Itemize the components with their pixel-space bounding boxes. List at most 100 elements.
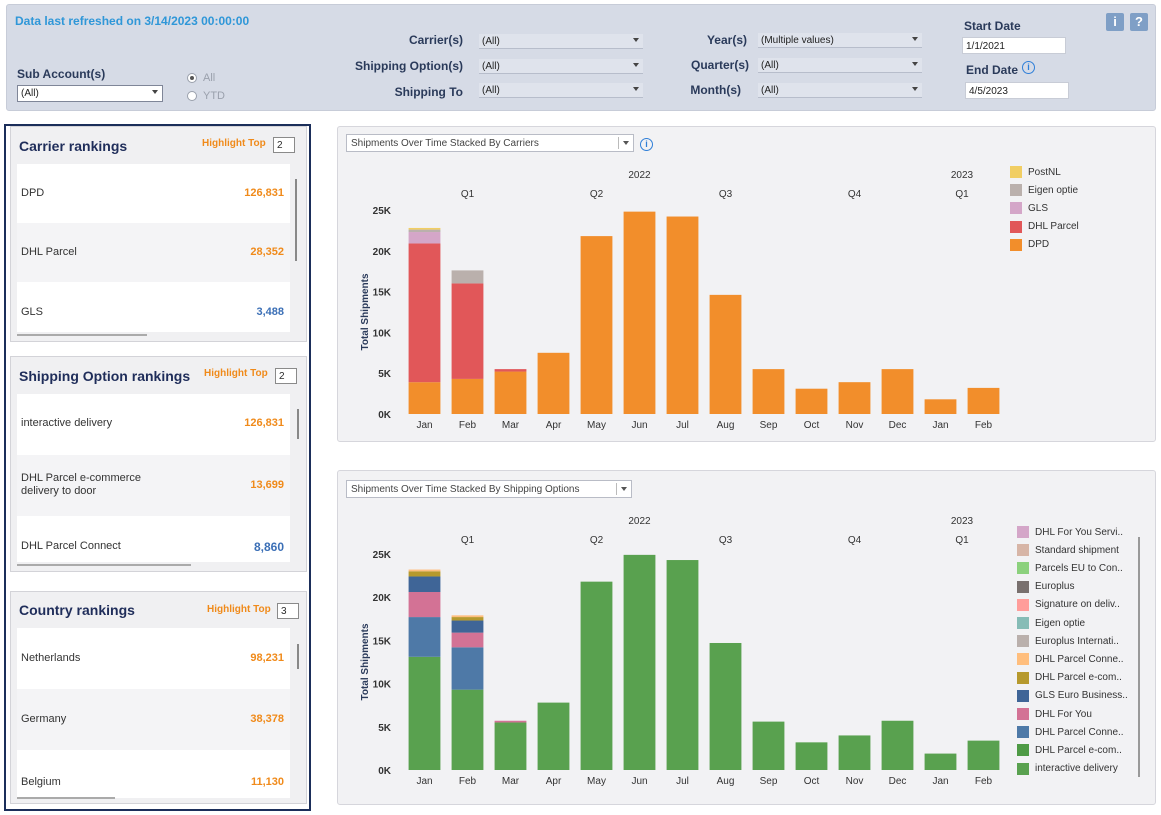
vertical-scrollbar[interactable] xyxy=(297,644,299,669)
carrier-highlight-input[interactable]: 2 xyxy=(273,137,295,153)
shipping-to-select[interactable]: (All) xyxy=(479,83,643,98)
year-label: Year(s) xyxy=(706,33,747,47)
list-item[interactable]: DPD 126,831 xyxy=(17,164,290,223)
shipping-option-highlight-input[interactable]: 2 xyxy=(275,368,297,384)
quarter-label: Q2 xyxy=(590,535,604,546)
country-ranking-list: Netherlands 98,231 Germany 38,378 Belgiu… xyxy=(17,628,290,798)
legend-swatch xyxy=(1017,744,1029,757)
info-icon[interactable]: i xyxy=(1022,61,1035,74)
bar-segment xyxy=(451,270,484,284)
legend-item[interactable]: PostNL xyxy=(1010,165,1061,179)
legend-item[interactable]: interactive delivery xyxy=(1017,762,1118,776)
legend-item[interactable]: GLS Euro Business.. xyxy=(1017,689,1128,703)
legend-item[interactable]: Europlus xyxy=(1017,580,1074,594)
radio-all[interactable]: All xyxy=(187,72,215,84)
x-tick-label: Nov xyxy=(846,420,864,431)
legend-swatch xyxy=(1017,635,1029,648)
quarter-select[interactable]: (All) xyxy=(758,58,922,73)
y-tick-label: 25K xyxy=(373,206,392,217)
start-date-label: Start Date xyxy=(964,19,1021,33)
legend-item[interactable]: DHL Parcel Conne.. xyxy=(1017,725,1124,739)
rankings-container: Carrier rankings Highlight Top 2 DPD 126… xyxy=(4,124,311,811)
chart-type-select[interactable]: Shipments Over Time Stacked By Carriers xyxy=(346,134,634,152)
horizontal-scrollbar[interactable] xyxy=(17,564,191,566)
legend-item[interactable]: DHL Parcel e-com.. xyxy=(1017,743,1122,757)
info-button[interactable]: i xyxy=(1106,13,1124,31)
chevron-down-icon xyxy=(633,87,639,91)
country-rankings-panel: Country rankings Highlight Top 3 Netherl… xyxy=(10,591,307,804)
legend-item[interactable]: Parcels EU to Con.. xyxy=(1017,561,1123,575)
start-date-input[interactable]: 1/1/2021 xyxy=(962,37,1066,54)
legend-item[interactable]: Signature on deliv.. xyxy=(1017,598,1120,612)
vertical-scrollbar[interactable] xyxy=(295,179,297,261)
quarter-label: Q3 xyxy=(719,535,733,546)
legend-swatch xyxy=(1017,653,1029,666)
help-button[interactable]: ? xyxy=(1130,13,1148,31)
list-item[interactable]: interactive delivery 126,831 xyxy=(17,394,290,455)
country-highlight-input[interactable]: 3 xyxy=(277,603,299,619)
shipping-option-select[interactable]: (All) xyxy=(479,59,643,74)
legend-item[interactable]: DHL Parcel e-com.. xyxy=(1017,671,1122,685)
ranking-name: DHL Parcel xyxy=(21,246,77,258)
year-select[interactable]: (Multiple values) xyxy=(758,33,922,48)
legend-item[interactable]: Standard shipment xyxy=(1017,543,1119,557)
list-item[interactable]: DHL Parcel 28,352 xyxy=(17,223,290,282)
list-item[interactable]: Netherlands 98,231 xyxy=(17,628,290,689)
legend-item[interactable]: Eigen optie xyxy=(1010,183,1078,197)
legend-label: DHL Parcel e-com.. xyxy=(1035,672,1122,684)
legend-item[interactable]: DHL For You Servi.. xyxy=(1017,525,1123,539)
legend-item[interactable]: Europlus Internati.. xyxy=(1017,634,1119,648)
horizontal-scrollbar[interactable] xyxy=(17,334,147,336)
chart-type-value: Shipments Over Time Stacked By Carriers xyxy=(351,138,539,149)
y-tick-label: 20K xyxy=(373,593,392,604)
end-date-input[interactable]: 4/5/2023 xyxy=(965,82,1069,99)
radio-all-label: All xyxy=(203,72,216,84)
ranking-value: 13,699 xyxy=(250,479,284,491)
carrier-select[interactable]: (All) xyxy=(479,34,643,49)
x-tick-label: Apr xyxy=(546,420,562,431)
legend-scrollbar[interactable] xyxy=(1138,537,1140,777)
list-item[interactable]: Belgium 11,130 xyxy=(17,750,290,798)
legend-item[interactable]: DHL Parcel Conne.. xyxy=(1017,652,1124,666)
chevron-down-icon xyxy=(912,87,918,91)
legend-item[interactable]: GLS xyxy=(1010,201,1048,215)
legend-swatch xyxy=(1017,726,1029,739)
bar-segment xyxy=(752,721,785,770)
legend-item[interactable]: DPD xyxy=(1010,238,1049,252)
ranking-value: 3,488 xyxy=(256,306,284,318)
list-item[interactable]: DHL Parcel e-commerce delivery to door 1… xyxy=(17,455,290,516)
legend-item[interactable]: Eigen optie xyxy=(1017,616,1085,630)
bar-segment xyxy=(580,581,613,770)
legend-item[interactable]: DHL For You xyxy=(1017,707,1092,721)
horizontal-scrollbar[interactable] xyxy=(17,797,115,799)
vertical-scrollbar[interactable] xyxy=(297,409,299,439)
bar-segment xyxy=(623,554,656,770)
bar-segment xyxy=(451,632,484,648)
chevron-down-icon xyxy=(623,141,629,145)
chart-type-select[interactable]: Shipments Over Time Stacked By Shipping … xyxy=(346,480,632,498)
month-value: (All) xyxy=(761,85,779,96)
y-tick-label: 25K xyxy=(373,550,392,561)
legend-label: GLS Euro Business.. xyxy=(1035,690,1128,702)
radio-all-dot[interactable] xyxy=(187,73,197,83)
info-icon[interactable]: i xyxy=(640,138,653,151)
month-select[interactable]: (All) xyxy=(758,83,922,98)
list-item[interactable]: DHL Parcel Connect 8,860 xyxy=(17,516,290,562)
bar-segment xyxy=(408,656,441,770)
quarter-label: Q1 xyxy=(955,189,969,200)
quarter-label: Quarter(s) xyxy=(690,58,749,72)
legend-item[interactable]: DHL Parcel xyxy=(1010,220,1079,234)
quarter-label: Q1 xyxy=(461,535,475,546)
radio-ytd[interactable]: YTD xyxy=(187,90,225,102)
chevron-down-icon xyxy=(633,38,639,42)
year-label: 2023 xyxy=(951,170,974,181)
bar-segment xyxy=(451,647,484,690)
shipping-option-rankings-title: Shipping Option rankings xyxy=(19,368,191,384)
chevron-down-icon xyxy=(912,37,918,41)
list-item[interactable]: Germany 38,378 xyxy=(17,689,290,750)
list-item[interactable]: GLS 3,488 xyxy=(17,282,290,332)
legend-swatch xyxy=(1010,202,1022,215)
radio-ytd-dot[interactable] xyxy=(187,91,197,101)
legend-label: PostNL xyxy=(1028,166,1061,178)
sub-account-select[interactable]: (All) xyxy=(17,85,163,102)
